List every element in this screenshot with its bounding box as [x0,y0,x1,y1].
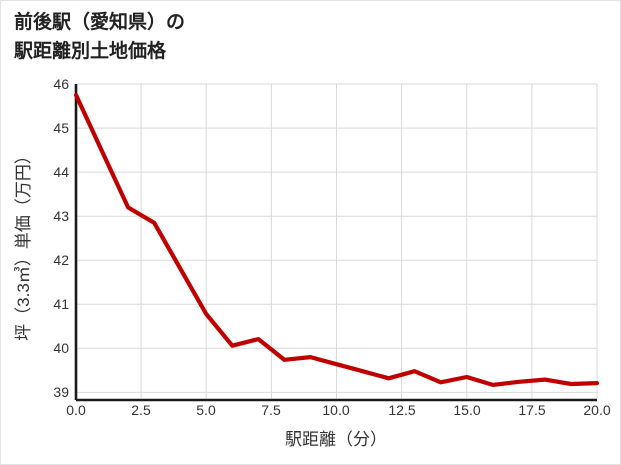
svg-text:45: 45 [53,120,69,136]
svg-text:39: 39 [53,384,69,400]
svg-text:43: 43 [53,208,69,224]
svg-text:5.0: 5.0 [196,402,216,418]
svg-text:7.5: 7.5 [261,402,281,418]
svg-text:46: 46 [53,76,69,92]
svg-text:駅距離（分）: 駅距離（分） [285,430,387,449]
svg-text:20.0: 20.0 [583,402,610,418]
svg-text:41: 41 [53,296,69,312]
svg-text:17.5: 17.5 [518,402,545,418]
svg-text:0.0: 0.0 [66,402,86,418]
svg-text:10.0: 10.0 [322,402,349,418]
svg-text:坪（3.3㎥）単価（万円）: 坪（3.3㎥）単価（万円） [14,147,33,341]
svg-text:2.5: 2.5 [131,402,151,418]
svg-text:15.0: 15.0 [453,402,480,418]
svg-text:44: 44 [53,164,69,180]
svg-text:12.5: 12.5 [388,402,415,418]
svg-text:42: 42 [53,252,69,268]
svg-text:40: 40 [53,340,69,356]
